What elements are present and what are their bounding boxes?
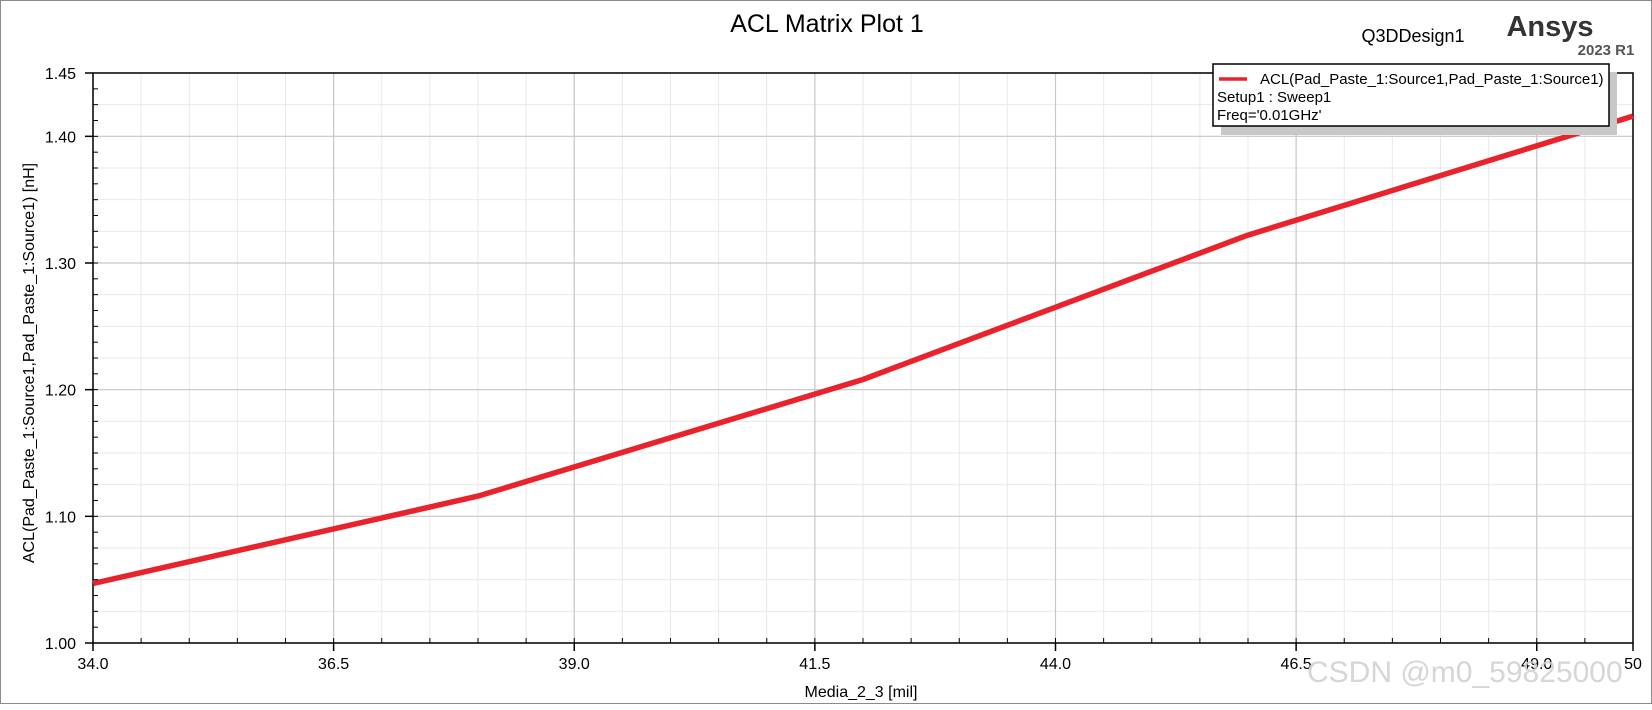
y-tick-label: 1.20 bbox=[45, 383, 76, 400]
ansys-version: 2023 R1 bbox=[1578, 42, 1635, 59]
y-tick-label: 1.45 bbox=[45, 66, 76, 83]
grid-layer bbox=[93, 73, 1633, 643]
y-tick-label: 1.30 bbox=[45, 256, 76, 273]
x-axis-label: Media_2_3 [mil] bbox=[805, 684, 918, 701]
chart-title: ACL Matrix Plot 1 bbox=[730, 10, 924, 38]
legend-setup: Setup1 : Sweep1 bbox=[1217, 89, 1331, 106]
watermark: CSDN @m0_59825000 bbox=[1307, 656, 1623, 689]
x-tick-label: 39.0 bbox=[559, 656, 590, 673]
legend-series-name: ACL(Pad_Paste_1:Source1,Pad_Paste_1:Sour… bbox=[1260, 71, 1604, 88]
design-name-label: Q3DDesign1 bbox=[1361, 26, 1464, 46]
x-tick-label: 50 bbox=[1624, 656, 1642, 673]
legend-freq: Freq='0.01GHz' bbox=[1217, 107, 1322, 124]
x-tick-label: 44.0 bbox=[1040, 656, 1071, 673]
y-axis-label: ACL(Pad_Paste_1:Source1,Pad_Paste_1:Sour… bbox=[21, 163, 38, 563]
x-tick-label: 34.0 bbox=[77, 656, 108, 673]
x-tick-label: 36.5 bbox=[318, 656, 349, 673]
legend: ACL(Pad_Paste_1:Source1,Pad_Paste_1:Sour… bbox=[1213, 64, 1617, 135]
y-tick-label: 1.40 bbox=[45, 129, 76, 146]
y-tick-label: 1.00 bbox=[45, 636, 76, 653]
ansys-logo-text: Ansys bbox=[1506, 11, 1593, 43]
x-tick-label: 41.5 bbox=[799, 656, 830, 673]
y-tick-label: 1.10 bbox=[45, 509, 76, 526]
